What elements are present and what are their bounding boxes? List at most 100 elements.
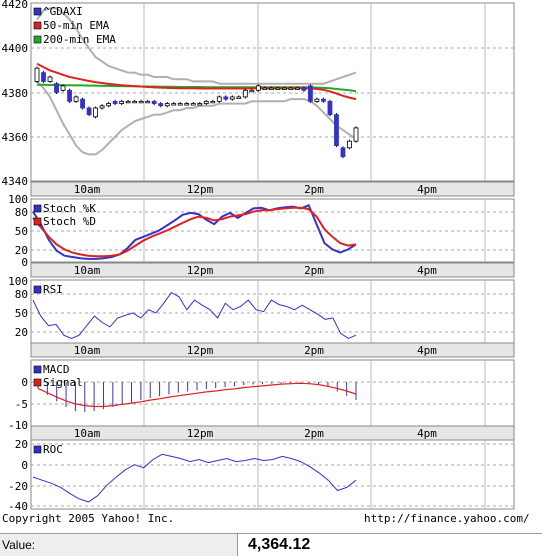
candle-body — [210, 100, 216, 104]
rsi-frame — [30, 279, 515, 344]
value-number: 4,364.12 — [248, 536, 311, 553]
legend-swatch — [33, 365, 42, 374]
copyright-text: Copyright 2005 Yahoo! Inc. — [2, 512, 175, 525]
macd-xtick-label: 12pm — [187, 427, 214, 440]
macd-ytick-label: -5 — [15, 398, 28, 411]
legend-swatch — [33, 285, 42, 294]
legend-label: 50-min EMA — [43, 19, 110, 32]
rsi-xtick-label: 2pm — [304, 344, 324, 357]
candle-body — [99, 105, 105, 109]
macd-ytick-label: 0 — [21, 376, 28, 389]
legend-label: Signal — [43, 376, 83, 389]
source-url: http://finance.yahoo.com/ — [364, 512, 530, 525]
price-frame — [30, 2, 515, 182]
roc-series-line — [32, 453, 357, 503]
candle-body — [171, 103, 177, 106]
price-xtick-label: 2pm — [304, 183, 324, 196]
legend-label: RSI — [43, 283, 63, 296]
stochastic-ytick-label: 80 — [15, 206, 28, 219]
candle-body — [119, 100, 125, 104]
price-ytick-label: 4380 — [2, 87, 29, 100]
signal-line — [37, 382, 357, 408]
stochastic-ytick-label: 0 — [21, 256, 28, 269]
candle-body — [295, 87, 300, 90]
candle-body — [249, 89, 255, 93]
price-ytick-label: 4360 — [2, 131, 29, 144]
candle-body — [145, 100, 151, 104]
price-xaxis-strip — [30, 181, 515, 197]
legend-swatch — [33, 7, 42, 16]
candle-body — [223, 96, 229, 100]
candle-body — [229, 96, 235, 100]
candle-body — [301, 87, 307, 91]
legend-swatch — [33, 21, 42, 30]
candle-body — [41, 72, 46, 82]
candle-body — [340, 147, 346, 158]
stochastic-ytick-label: 100 — [8, 193, 28, 206]
stochastic-xtick-label: 4pm — [417, 264, 437, 277]
price-xtick-label: 12pm — [187, 183, 214, 196]
legend-swatch — [33, 35, 42, 44]
rsi-xtick-label: 4pm — [417, 344, 437, 357]
legend-label: MACD — [43, 363, 70, 376]
macd-xtick-label: 2pm — [304, 427, 324, 440]
candle-body — [60, 85, 66, 91]
stochastic-series-line — [32, 206, 357, 258]
rsi-ytick-label: 50 — [15, 307, 28, 320]
stochastic-ytick-label: 20 — [15, 244, 28, 257]
macd-frame — [30, 359, 515, 427]
candle-body — [80, 98, 85, 109]
rsi-series-line — [32, 291, 357, 339]
legend-label: 200-min EMA — [43, 33, 116, 46]
candle-body — [308, 85, 313, 102]
roc-ytick-label: -40 — [8, 500, 28, 513]
candle-body — [347, 140, 352, 149]
price-xtick-label: 10am — [74, 183, 101, 196]
candle-body — [288, 87, 294, 90]
candle-body — [268, 87, 274, 90]
candle-body — [275, 87, 281, 90]
candle-body — [334, 114, 339, 147]
candle-body — [158, 103, 164, 107]
candle-body — [321, 98, 326, 102]
macd-xtick-label: 10am — [74, 427, 101, 440]
candle-body — [314, 98, 320, 102]
candle-body — [54, 83, 59, 93]
value-label: Value: — [0, 534, 238, 556]
candle-body — [47, 76, 53, 82]
candle-body — [281, 87, 287, 90]
roc-ytick-label: -20 — [8, 480, 28, 493]
band-upper-line — [36, 7, 357, 85]
candle-body — [93, 107, 98, 118]
rsi-xtick-label: 10am — [74, 344, 101, 357]
stochastic-xtick-label: 2pm — [304, 264, 324, 277]
candle-body — [236, 96, 242, 99]
stochastic-ytick-label: 50 — [15, 225, 28, 238]
legend-label: Stoch %K — [43, 202, 96, 215]
candle-body — [242, 89, 248, 98]
candle-body — [73, 96, 79, 102]
legend-swatch — [33, 204, 42, 213]
candle-body — [151, 100, 157, 104]
legend-swatch — [33, 217, 42, 226]
roc-ytick-label: 20 — [15, 438, 28, 451]
candle-body — [164, 103, 170, 107]
legend-label: ROC — [43, 443, 63, 456]
roc-ytick-label: 0 — [21, 459, 28, 472]
candle-body — [177, 103, 183, 106]
price-ytick-label: 4340 — [2, 175, 29, 188]
roc-frame — [30, 439, 515, 510]
candle-body — [353, 127, 359, 142]
candle-body — [67, 89, 72, 102]
stochastic-xtick-label: 10am — [74, 264, 101, 277]
candle-body — [190, 103, 196, 106]
candle-body — [203, 100, 209, 104]
candle-body — [106, 103, 112, 107]
price-xtick-label: 4pm — [417, 183, 437, 196]
band-lower-line — [36, 80, 357, 156]
value-row: Value: 4,364.12 — [0, 533, 542, 557]
macd-ytick-label: -10 — [8, 419, 28, 432]
legend-label: Stoch %D — [43, 215, 96, 228]
candle-body — [184, 103, 190, 106]
